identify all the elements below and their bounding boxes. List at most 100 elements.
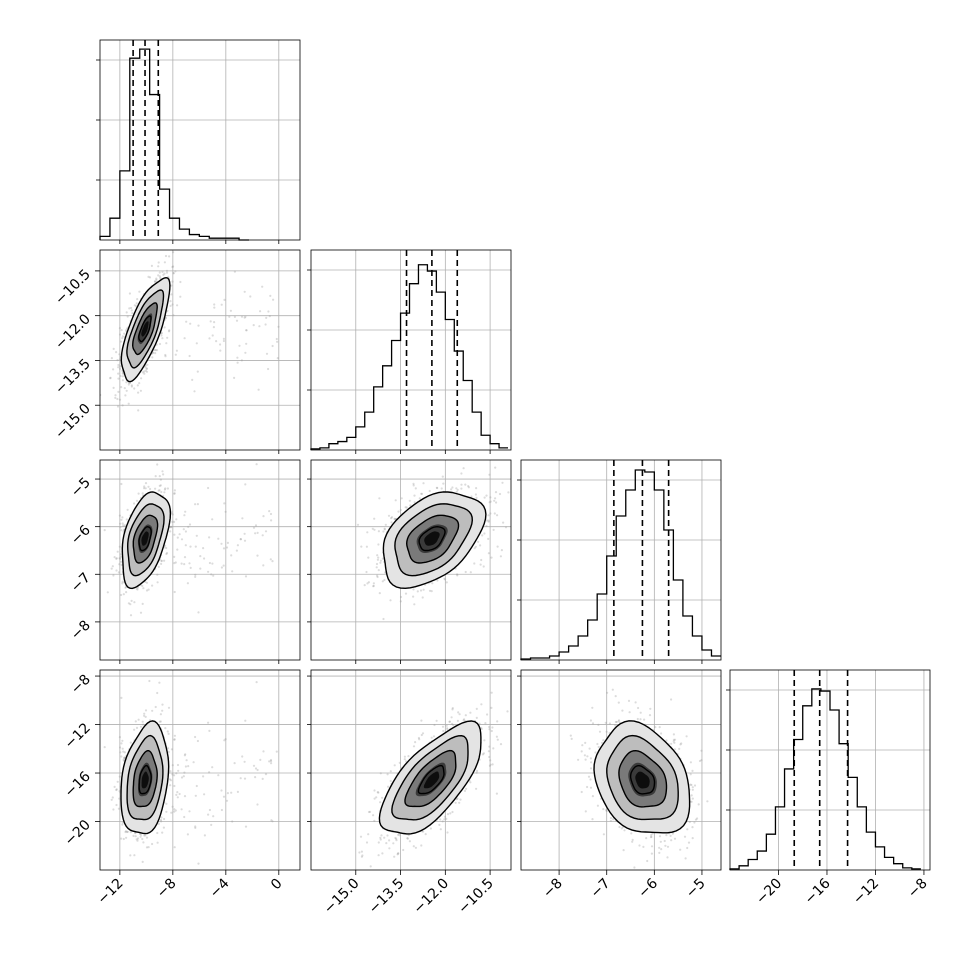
- sample-point: [143, 487, 145, 489]
- sample-point: [138, 719, 140, 721]
- sample-point: [151, 585, 153, 587]
- sample-point: [165, 342, 167, 344]
- sample-point: [495, 491, 497, 493]
- sample-point: [240, 538, 242, 540]
- sample-point: [253, 765, 255, 767]
- sample-point: [223, 565, 225, 567]
- sample-point: [257, 769, 259, 771]
- sample-point: [157, 842, 159, 844]
- sample-point: [223, 796, 225, 798]
- sample-point: [128, 602, 130, 604]
- sample-point: [119, 546, 121, 548]
- sample-point: [501, 549, 503, 551]
- sample-point: [265, 317, 267, 319]
- sample-point: [270, 513, 272, 515]
- sample-point: [165, 803, 167, 805]
- sample-point: [172, 513, 174, 515]
- sample-point: [169, 770, 171, 772]
- sample-point: [142, 371, 144, 373]
- sample-point: [142, 721, 144, 723]
- sample-point: [172, 314, 174, 316]
- sample-point: [420, 720, 422, 722]
- sample-point: [223, 338, 225, 340]
- sample-point: [176, 549, 178, 551]
- sample-point: [184, 753, 186, 755]
- sample-point: [230, 554, 232, 556]
- sample-point: [494, 497, 496, 499]
- sample-point: [212, 575, 214, 577]
- sample-point: [414, 741, 416, 743]
- sample-point: [160, 713, 162, 715]
- sample-point: [159, 485, 161, 487]
- sample-point: [167, 487, 169, 489]
- sample-point: [272, 299, 274, 301]
- sample-point: [163, 827, 165, 829]
- sample-point: [489, 496, 491, 498]
- sample-point: [159, 343, 161, 345]
- sample-point: [442, 730, 444, 732]
- sample-point: [223, 502, 225, 504]
- sample-point: [164, 727, 166, 729]
- sample-point: [140, 726, 142, 728]
- sample-point: [213, 303, 215, 305]
- sample-point: [125, 837, 127, 839]
- sample-point: [155, 475, 157, 477]
- sample-point: [120, 742, 122, 744]
- sample-point: [276, 338, 278, 340]
- sample-point: [451, 716, 453, 718]
- sample-point: [244, 291, 246, 293]
- sample-point: [135, 720, 137, 722]
- sample-point: [473, 562, 475, 564]
- sample-point: [195, 546, 197, 548]
- sample-point: [376, 566, 378, 568]
- sample-point: [484, 497, 486, 499]
- sample-point: [388, 839, 390, 841]
- sample-point: [227, 792, 229, 794]
- sample-point: [431, 737, 433, 739]
- sample-point: [175, 794, 177, 796]
- sample-point: [136, 302, 138, 304]
- sample-point: [140, 377, 142, 379]
- sample-point: [115, 804, 117, 806]
- sample-point: [128, 383, 130, 385]
- sample-point: [255, 767, 257, 769]
- sample-point: [122, 751, 124, 753]
- sample-point: [167, 730, 169, 732]
- sample-point: [164, 487, 166, 489]
- sample-point: [360, 836, 362, 838]
- sample-point: [158, 682, 160, 684]
- sample-point: [175, 354, 177, 356]
- sample-point: [119, 375, 121, 377]
- sample-point: [199, 555, 201, 557]
- sample-point: [395, 499, 397, 501]
- sample-point: [172, 764, 174, 766]
- sample-point: [120, 755, 122, 757]
- sample-point: [491, 692, 493, 694]
- sample-point: [485, 525, 487, 527]
- sample-point: [146, 846, 148, 848]
- sample-point: [184, 795, 186, 797]
- sample-point: [208, 337, 210, 339]
- sample-point: [142, 492, 144, 494]
- sample-point: [166, 337, 168, 339]
- sample-point: [400, 600, 402, 602]
- sample-point: [111, 568, 113, 570]
- sample-point: [121, 329, 123, 331]
- sample-point: [112, 808, 114, 810]
- sample-point: [244, 761, 246, 763]
- sample-point: [166, 272, 168, 274]
- sample-point: [236, 550, 238, 552]
- sample-point: [244, 352, 246, 354]
- sample-point: [237, 362, 239, 364]
- sample-point: [456, 491, 458, 493]
- sample-point: [194, 574, 196, 576]
- sample-point: [413, 603, 415, 605]
- sample-point: [241, 359, 243, 361]
- sample-point: [443, 578, 445, 580]
- sample-point: [154, 488, 156, 490]
- sample-point: [117, 378, 119, 380]
- sample-point: [377, 543, 379, 545]
- sample-point: [132, 835, 134, 837]
- sample-point: [431, 582, 433, 584]
- sample-point: [262, 534, 264, 536]
